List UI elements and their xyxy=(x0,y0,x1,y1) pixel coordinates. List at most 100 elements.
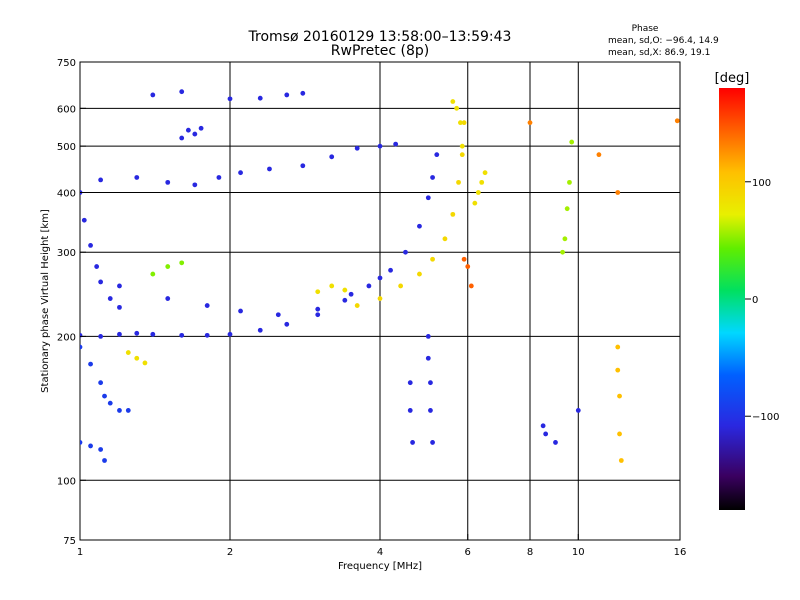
phase-stats-heading: Phase xyxy=(632,24,659,34)
data-point xyxy=(553,440,558,445)
data-point xyxy=(134,330,140,336)
data-point xyxy=(354,303,360,308)
data-point xyxy=(227,96,233,102)
data-point xyxy=(428,408,433,413)
data-point xyxy=(81,217,87,223)
data-point xyxy=(562,236,568,242)
data-point xyxy=(479,179,485,185)
data-point xyxy=(238,308,243,314)
data-point xyxy=(596,152,602,158)
data-point xyxy=(461,256,467,262)
data-point xyxy=(117,304,122,310)
data-point xyxy=(88,361,93,367)
data-point xyxy=(465,264,471,269)
x-tick-label: 1 xyxy=(77,547,83,558)
data-point xyxy=(257,95,263,101)
data-point xyxy=(98,279,104,285)
phase-stats: Phase mean, sd,O: −96.4, 14.9 mean, sd,X… xyxy=(608,24,719,58)
data-point xyxy=(150,92,156,98)
colorbar-gradient xyxy=(719,88,745,510)
data-point xyxy=(617,393,622,399)
y-axis-label: Stationary phase Virtual Height [km] xyxy=(40,209,51,393)
data-points xyxy=(80,89,680,463)
data-point xyxy=(425,333,431,339)
data-point xyxy=(459,152,465,158)
data-point xyxy=(257,327,263,333)
data-point xyxy=(430,440,435,445)
data-point xyxy=(459,143,465,149)
data-point xyxy=(204,303,210,308)
data-point xyxy=(461,120,467,126)
data-point xyxy=(354,145,360,151)
data-point xyxy=(300,163,306,169)
data-point xyxy=(284,321,290,327)
y-tick-label: 300 xyxy=(57,248,76,259)
data-point xyxy=(179,260,185,266)
data-point xyxy=(442,236,448,242)
data-point xyxy=(192,182,198,188)
data-point xyxy=(185,127,191,133)
data-point xyxy=(425,195,431,201)
data-point xyxy=(80,332,83,338)
chart-subtitle: RwPretec (8p) xyxy=(331,43,429,59)
y-tick-label: 100 xyxy=(57,476,76,487)
chart-title: Tromsø 20160129 13:58:00–13:59:43 xyxy=(248,29,512,45)
data-point xyxy=(388,267,393,273)
phase-stats-o: mean, sd,O: −96.4, 14.9 xyxy=(608,36,719,46)
data-point xyxy=(468,283,474,289)
data-point xyxy=(567,179,572,185)
grid-lines xyxy=(80,62,680,540)
data-point xyxy=(403,249,408,255)
data-point xyxy=(102,458,107,463)
x-axis-label: Frequency [MHz] xyxy=(338,561,422,572)
data-point xyxy=(560,249,565,255)
data-point xyxy=(198,125,204,131)
data-point xyxy=(425,355,431,361)
data-point xyxy=(315,306,321,312)
data-point xyxy=(117,408,122,413)
data-point xyxy=(342,287,348,293)
data-point xyxy=(398,283,404,289)
data-point xyxy=(458,120,463,126)
colorbar-tick-label: 100 xyxy=(752,178,771,189)
data-point xyxy=(393,141,399,147)
data-point xyxy=(569,139,575,145)
y-tick-label: 200 xyxy=(57,332,76,343)
data-point xyxy=(575,408,581,413)
data-point xyxy=(227,331,233,337)
data-point xyxy=(434,152,440,158)
colorbar-tick-label: −100 xyxy=(752,412,779,423)
colorbar-label: [deg] xyxy=(715,71,750,86)
data-point xyxy=(377,143,383,149)
data-point xyxy=(615,190,621,195)
data-point xyxy=(125,350,131,355)
data-point xyxy=(300,90,306,96)
x-tick-label: 8 xyxy=(527,547,533,558)
x-tick-label: 4 xyxy=(377,547,383,558)
data-point xyxy=(430,175,435,180)
data-point xyxy=(348,291,354,297)
data-point xyxy=(102,393,107,399)
data-point xyxy=(165,296,171,301)
x-tick-label: 2 xyxy=(227,547,233,558)
data-point xyxy=(134,355,140,361)
data-point xyxy=(527,120,533,126)
data-point xyxy=(284,92,290,98)
data-point xyxy=(267,166,272,172)
phase-colorbar: [deg] 100 0 −100 xyxy=(715,71,779,510)
data-point xyxy=(150,271,156,277)
phase-stats-x: mean, sd,X: 86.9, 19.1 xyxy=(608,48,710,58)
data-point xyxy=(674,118,680,124)
data-point xyxy=(94,264,100,269)
data-point xyxy=(450,99,456,104)
data-point xyxy=(98,380,104,386)
data-point xyxy=(165,264,171,269)
y-tick-label: 750 xyxy=(57,58,76,69)
data-point xyxy=(88,443,93,449)
data-point xyxy=(456,179,461,185)
y-tick-label: 75 xyxy=(63,536,76,547)
data-point xyxy=(125,408,131,413)
data-point xyxy=(98,177,104,183)
data-point xyxy=(192,131,198,137)
